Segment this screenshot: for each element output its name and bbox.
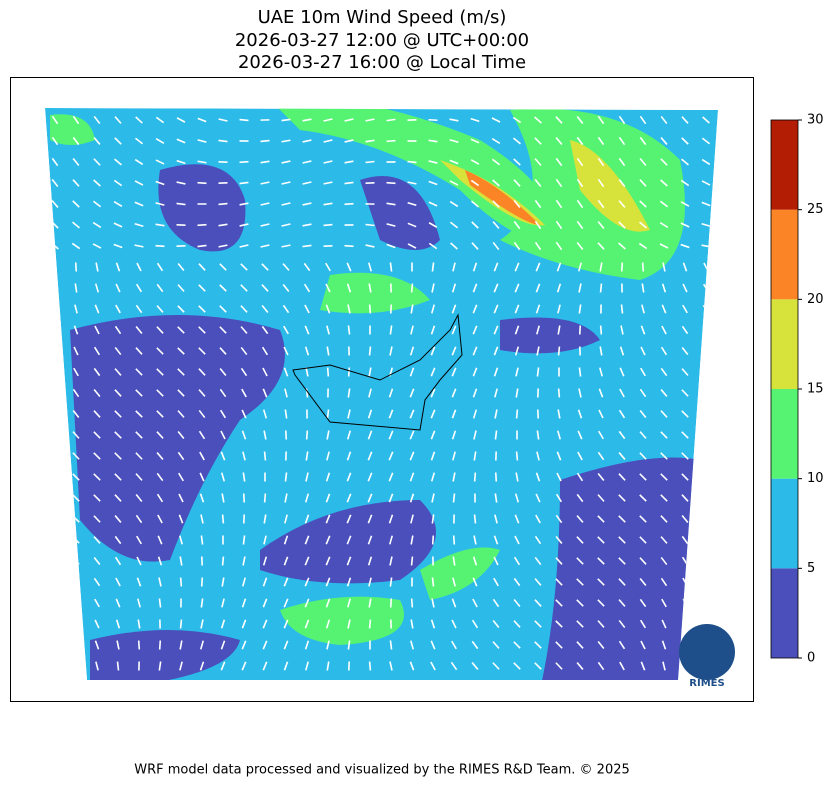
wind-arrow [223, 557, 224, 566]
wind-arrow [282, 119, 291, 120]
colorbar-segment [771, 210, 798, 300]
wind-arrow [412, 284, 413, 293]
wind-arrow [412, 599, 413, 608]
footer: WRF model data processed and visualized … [134, 763, 630, 778]
title-line: 2026-03-27 12:00 @ UTC+00:00 [235, 30, 529, 51]
wind-arrow [366, 162, 375, 163]
wind-arrow [240, 120, 249, 121]
wind-arrow [349, 368, 350, 377]
wind-arrow [517, 410, 518, 419]
wind-arrow [345, 204, 354, 205]
wind-arrow [261, 141, 270, 142]
wind-arrow [160, 641, 161, 650]
wind-arrow [559, 389, 560, 398]
wind-arrow [156, 246, 165, 247]
wind-arrow [432, 578, 433, 587]
wind-arrow [198, 183, 207, 184]
wind-arrow [408, 162, 417, 163]
calm-area [540, 458, 700, 691]
wind-arrow [475, 515, 476, 524]
colorbar-segment [771, 479, 798, 569]
title-line: UAE 10m Wind Speed (m/s) [258, 7, 507, 28]
wind-arrow [219, 204, 228, 205]
wind-arrow [370, 305, 371, 314]
wind-arrow [559, 347, 560, 356]
wind-arrow [265, 494, 266, 503]
wind-arrow [265, 452, 266, 461]
wind-arrow [328, 368, 329, 377]
wind-arrow [370, 662, 371, 671]
wind-arrow [370, 347, 371, 356]
wind-arrow [643, 263, 644, 272]
colorbar-tick-label: 10 [807, 471, 824, 486]
colorbar-tick-label: 15 [807, 382, 824, 397]
wind-arrow [286, 431, 287, 440]
colorbar-segment [771, 299, 798, 389]
wind-arrow [285, 473, 286, 482]
wind-arrow [307, 431, 308, 440]
wind-arrow [219, 140, 228, 141]
wind-arrow [223, 515, 224, 524]
wind-arrow [159, 599, 160, 608]
wind-arrow [429, 120, 438, 121]
wind-arrow [198, 225, 207, 226]
wind-arrow [348, 326, 349, 335]
wind-arrow [366, 224, 375, 225]
logo-text: RIMES [689, 678, 724, 689]
wind-arrow [303, 245, 312, 246]
wind-arrow [412, 557, 413, 566]
wind-arrow [139, 641, 140, 650]
colorbar-tick-label: 0 [807, 651, 815, 666]
logo-emblem [679, 624, 735, 680]
colorbar-segment [771, 568, 798, 658]
colorbar-tick-label: 25 [807, 202, 824, 217]
wind-arrow [345, 246, 354, 247]
wind-arrow [517, 452, 518, 461]
wind-arrow [181, 578, 182, 587]
wind-arrow [622, 263, 623, 272]
wind-arrow [433, 536, 434, 545]
wind-arrow [327, 410, 328, 419]
wind-arrow [240, 182, 249, 183]
colorbar-tick-label: 30 [807, 113, 824, 128]
wind-arrow [387, 183, 396, 184]
colorbar-tick-label: 5 [807, 561, 815, 576]
wind-arrow [621, 305, 622, 314]
wind-arrow [495, 431, 496, 440]
wind-arrow [324, 225, 333, 226]
colorbar-segment [771, 120, 798, 210]
wind-arrow [453, 494, 454, 503]
wind-arrow [370, 620, 371, 629]
wind-arrow [240, 162, 249, 163]
title-line: 2026-03-27 16:00 @ Local Time [238, 52, 526, 73]
wind-arrow [601, 284, 602, 293]
wind-arrow [475, 473, 476, 482]
wind-arrow [454, 536, 455, 545]
wind-arrow [181, 620, 182, 629]
wind-arrow [391, 599, 392, 608]
wind-arrow [601, 326, 602, 335]
wind-field [45, 98, 718, 690]
colorbar-segment [771, 389, 798, 479]
colorbar-tick-label: 20 [807, 292, 824, 307]
wind-arrow [387, 141, 396, 142]
wind-arrow [177, 203, 186, 204]
wind-arrow [118, 662, 119, 671]
wind-arrow [580, 326, 581, 335]
